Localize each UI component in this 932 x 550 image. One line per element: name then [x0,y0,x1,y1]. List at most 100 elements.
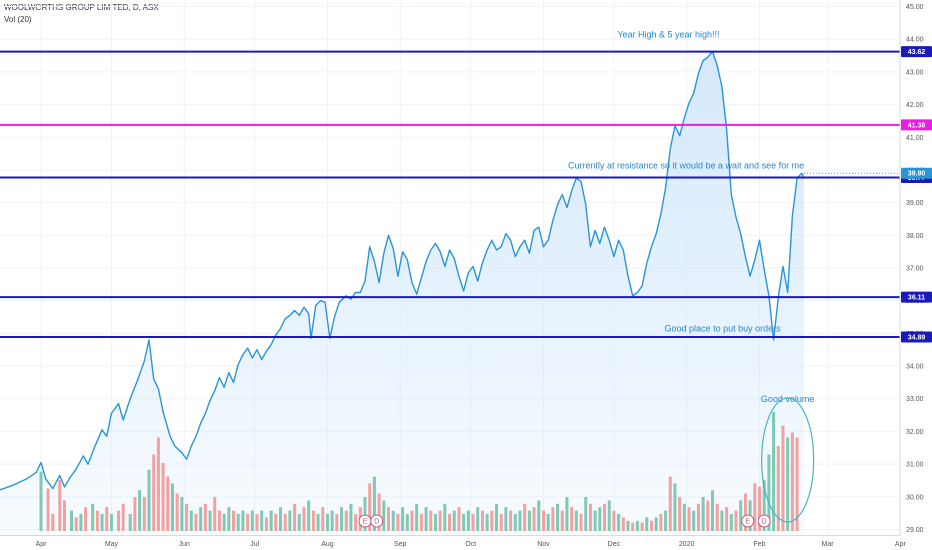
volume-bar [706,500,710,531]
volume-bar [199,507,203,531]
time-tick-label: Apr [895,541,907,548]
event-marker [757,514,771,528]
volume-bar [166,476,170,531]
volume-bar [711,490,715,531]
volume-bar [790,432,794,531]
volume-bar [217,510,221,531]
volume-bar [128,514,132,531]
volume-bar [668,476,672,531]
volume-bar [344,510,348,531]
volume-bar [448,514,452,531]
time-tick-label: Feb [753,541,765,548]
volume-bar [687,507,691,531]
volume-bar [438,510,442,531]
volume-bar [278,507,282,531]
volume-bar [532,507,536,531]
volume-bar [382,500,386,531]
chart-title: WOOLWORTHS GROUP LIMITED, D, ASX [4,3,159,12]
price-area [0,51,805,535]
event-marker [370,514,384,528]
volume-bar [142,497,146,531]
volume-bar [175,493,179,531]
time-tick-label: May [105,541,119,548]
volume-bar [593,510,597,531]
price-tick-label: 41.00 [906,135,924,142]
volume-bar [518,510,522,531]
volume-bar [772,412,776,531]
volume-bar [79,514,83,531]
time-tick-label: Jun [179,541,190,548]
volume-bar [734,510,738,531]
volume-bar [264,517,268,531]
volume-bar [152,454,156,531]
volume-bar [743,493,747,531]
volume-bar [227,507,231,531]
volume-bar [645,517,649,531]
volume-bar [551,507,555,531]
time-tick-label: Aug [321,541,334,548]
volume-bar [401,507,405,531]
volume-bar [509,510,513,531]
volume-bar [283,514,287,531]
volume-bar [588,503,592,531]
volume-bar [640,522,644,531]
price-tick-label: 37.00 [906,266,924,273]
volume-bar [565,497,569,531]
chart-annotation: Good place to put buy orders [665,324,782,334]
price-level-label: 43.62 [908,49,926,56]
price-tick-label: 32.00 [906,429,924,436]
volume-bar [321,507,325,531]
volume-bar [109,514,113,531]
time-tick-label: 2020 [679,541,695,548]
volume-bar [274,514,278,531]
volume-bar [537,500,541,531]
volume-bar [419,514,423,531]
time-tick-label: Sep [394,541,407,548]
volume-bar [433,514,437,531]
volume-bar [753,483,757,531]
time-axis: Apr May Jun Jul Aug Sep Oct Nov Dec 2020 Feb Mar Apr [36,541,907,548]
volume-bar [138,490,142,531]
volume-bar [354,514,358,531]
volume-bar [46,488,50,531]
volume-bar [189,510,193,531]
volume-bar [311,510,315,531]
time-tick-label: Oct [465,541,476,548]
volume-bar [678,497,682,531]
volume-bar [720,510,724,531]
volume-bar [762,480,766,531]
volume-bar [307,500,311,531]
price-line-layer [0,50,805,491]
volume-bar [795,437,799,531]
volume-bar [673,483,677,531]
volume-bar [649,520,653,531]
volume-bar [664,510,668,531]
price-level-label: 41.38 [908,122,926,129]
volume-bar [495,503,499,531]
volume-bar [617,514,621,531]
volume-bar [39,471,43,531]
volume-bar [570,507,574,531]
volume-bar [692,510,696,531]
volume-bar [185,503,189,531]
price-tick-label: 38.00 [906,233,924,240]
volume-bar [213,497,217,531]
price-tick-label: 43.00 [906,69,924,76]
volume-bar [523,503,527,531]
volume-bar [84,507,88,531]
volume-bar [443,503,447,531]
price-tick-label: 29.00 [906,527,924,534]
volume-bar [654,517,658,531]
price-level-badge [901,331,932,343]
price-tick-label: 39.00 [906,200,924,207]
annotations: Year High & 5 year high!!! Currently at r… [358,30,814,528]
price-area-fill [0,51,805,535]
price-level-label: 36.11 [908,295,925,302]
volume-bar [415,503,419,531]
volume-bars [39,412,799,531]
chart-annotation: Year High & 5 year high!!! [617,30,719,40]
volume-bar [776,446,780,531]
volume-bar [429,510,433,531]
